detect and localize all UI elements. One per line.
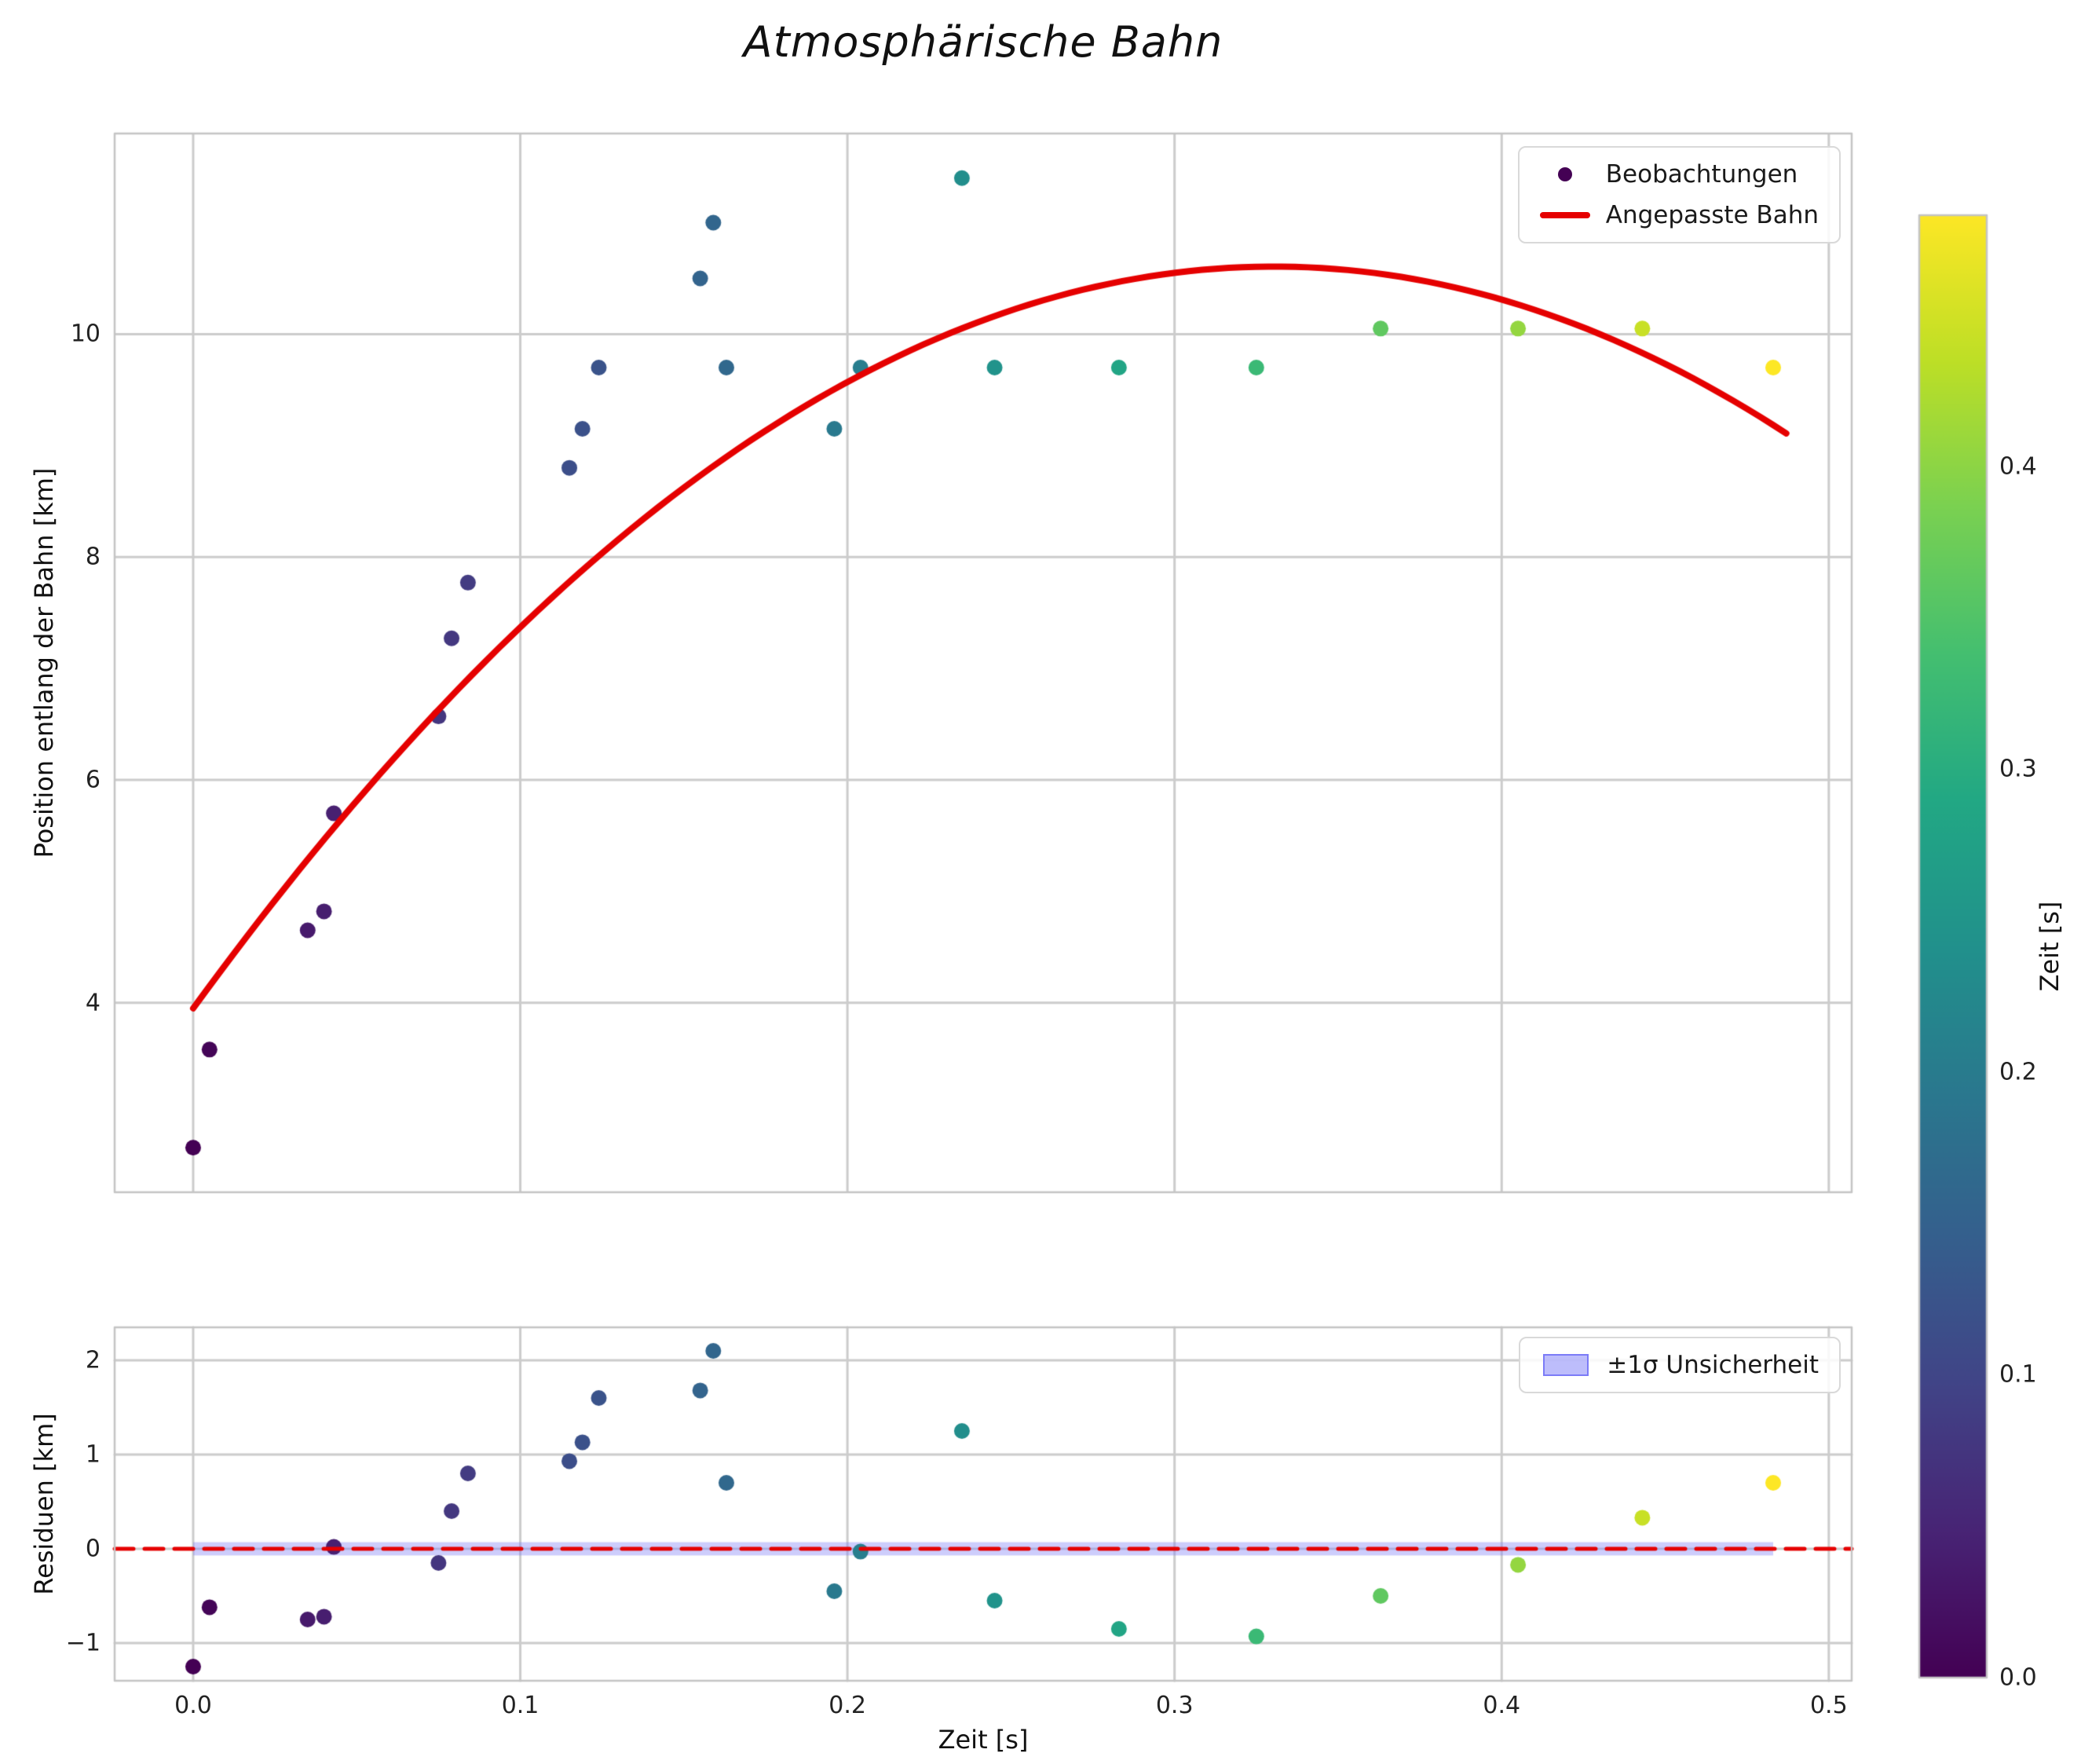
legend-label-observations: Beobachtungen (1605, 160, 1798, 188)
x-tick-label: 0.3 (1155, 1692, 1194, 1719)
colorbar-tick-label: 0.3 (1999, 755, 2037, 783)
legend-item-observations: Beobachtungen (1540, 160, 1819, 188)
legend-label-band: ±1σ Unsicherheit (1607, 1351, 1819, 1379)
fit-line-icon (1539, 212, 1590, 218)
trajectory-legend: Beobachtungen Angepasste Bahn (1517, 146, 1841, 243)
trajectory-y-tick-label: 8 (85, 543, 101, 571)
trajectory-y-axis-label: Position entlang der Bahn [km] (29, 467, 59, 858)
observations-dot-icon (1557, 167, 1572, 181)
trajectory-y-tick-label: 6 (85, 766, 101, 794)
x-tick-label: 0.4 (1483, 1692, 1521, 1719)
trajectory-y-tick-label: 10 (70, 320, 101, 348)
colorbar-tick-label: 0.0 (1999, 1663, 2037, 1692)
x-axis-label: Zeit [s] (938, 1725, 1029, 1755)
marker-box (1539, 212, 1590, 218)
marker-box (1540, 167, 1590, 181)
marker-box (1541, 1354, 1591, 1376)
colorbar-tick-label: 0.4 (1999, 452, 2037, 481)
x-tick-label: 0.0 (174, 1692, 212, 1719)
trajectory-y-tick-label: 4 (85, 989, 101, 1017)
colorbar-tick-label: 0.2 (1999, 1058, 2037, 1086)
x-tick-label: 0.1 (501, 1692, 539, 1719)
residuals-y-tick-label: 0 (85, 1535, 101, 1563)
band-swatch-icon (1543, 1354, 1589, 1376)
residuals-legend: ±1σ Unsicherheit (1519, 1337, 1841, 1393)
x-tick-label: 0.5 (1809, 1692, 1848, 1719)
legend-item-band: ±1σ Unsicherheit (1541, 1351, 1819, 1379)
residuals-y-tick-label: −1 (65, 1629, 101, 1657)
residuals-y-tick-label: 2 (85, 1346, 101, 1374)
colorbar-label: Zeit [s] (2035, 901, 2065, 992)
legend-item-fit: Angepasste Bahn (1539, 201, 1819, 229)
residuals-y-axis-label: Residuen [km] (29, 1413, 59, 1595)
x-tick-label: 0.2 (828, 1692, 866, 1719)
chart-title: Atmosphärische Bahn (743, 17, 1223, 67)
legend-label-fit: Angepasste Bahn (1605, 201, 1819, 229)
colorbar-tick-label: 0.1 (1999, 1360, 2037, 1389)
residuals-y-tick-label: 1 (85, 1440, 101, 1469)
